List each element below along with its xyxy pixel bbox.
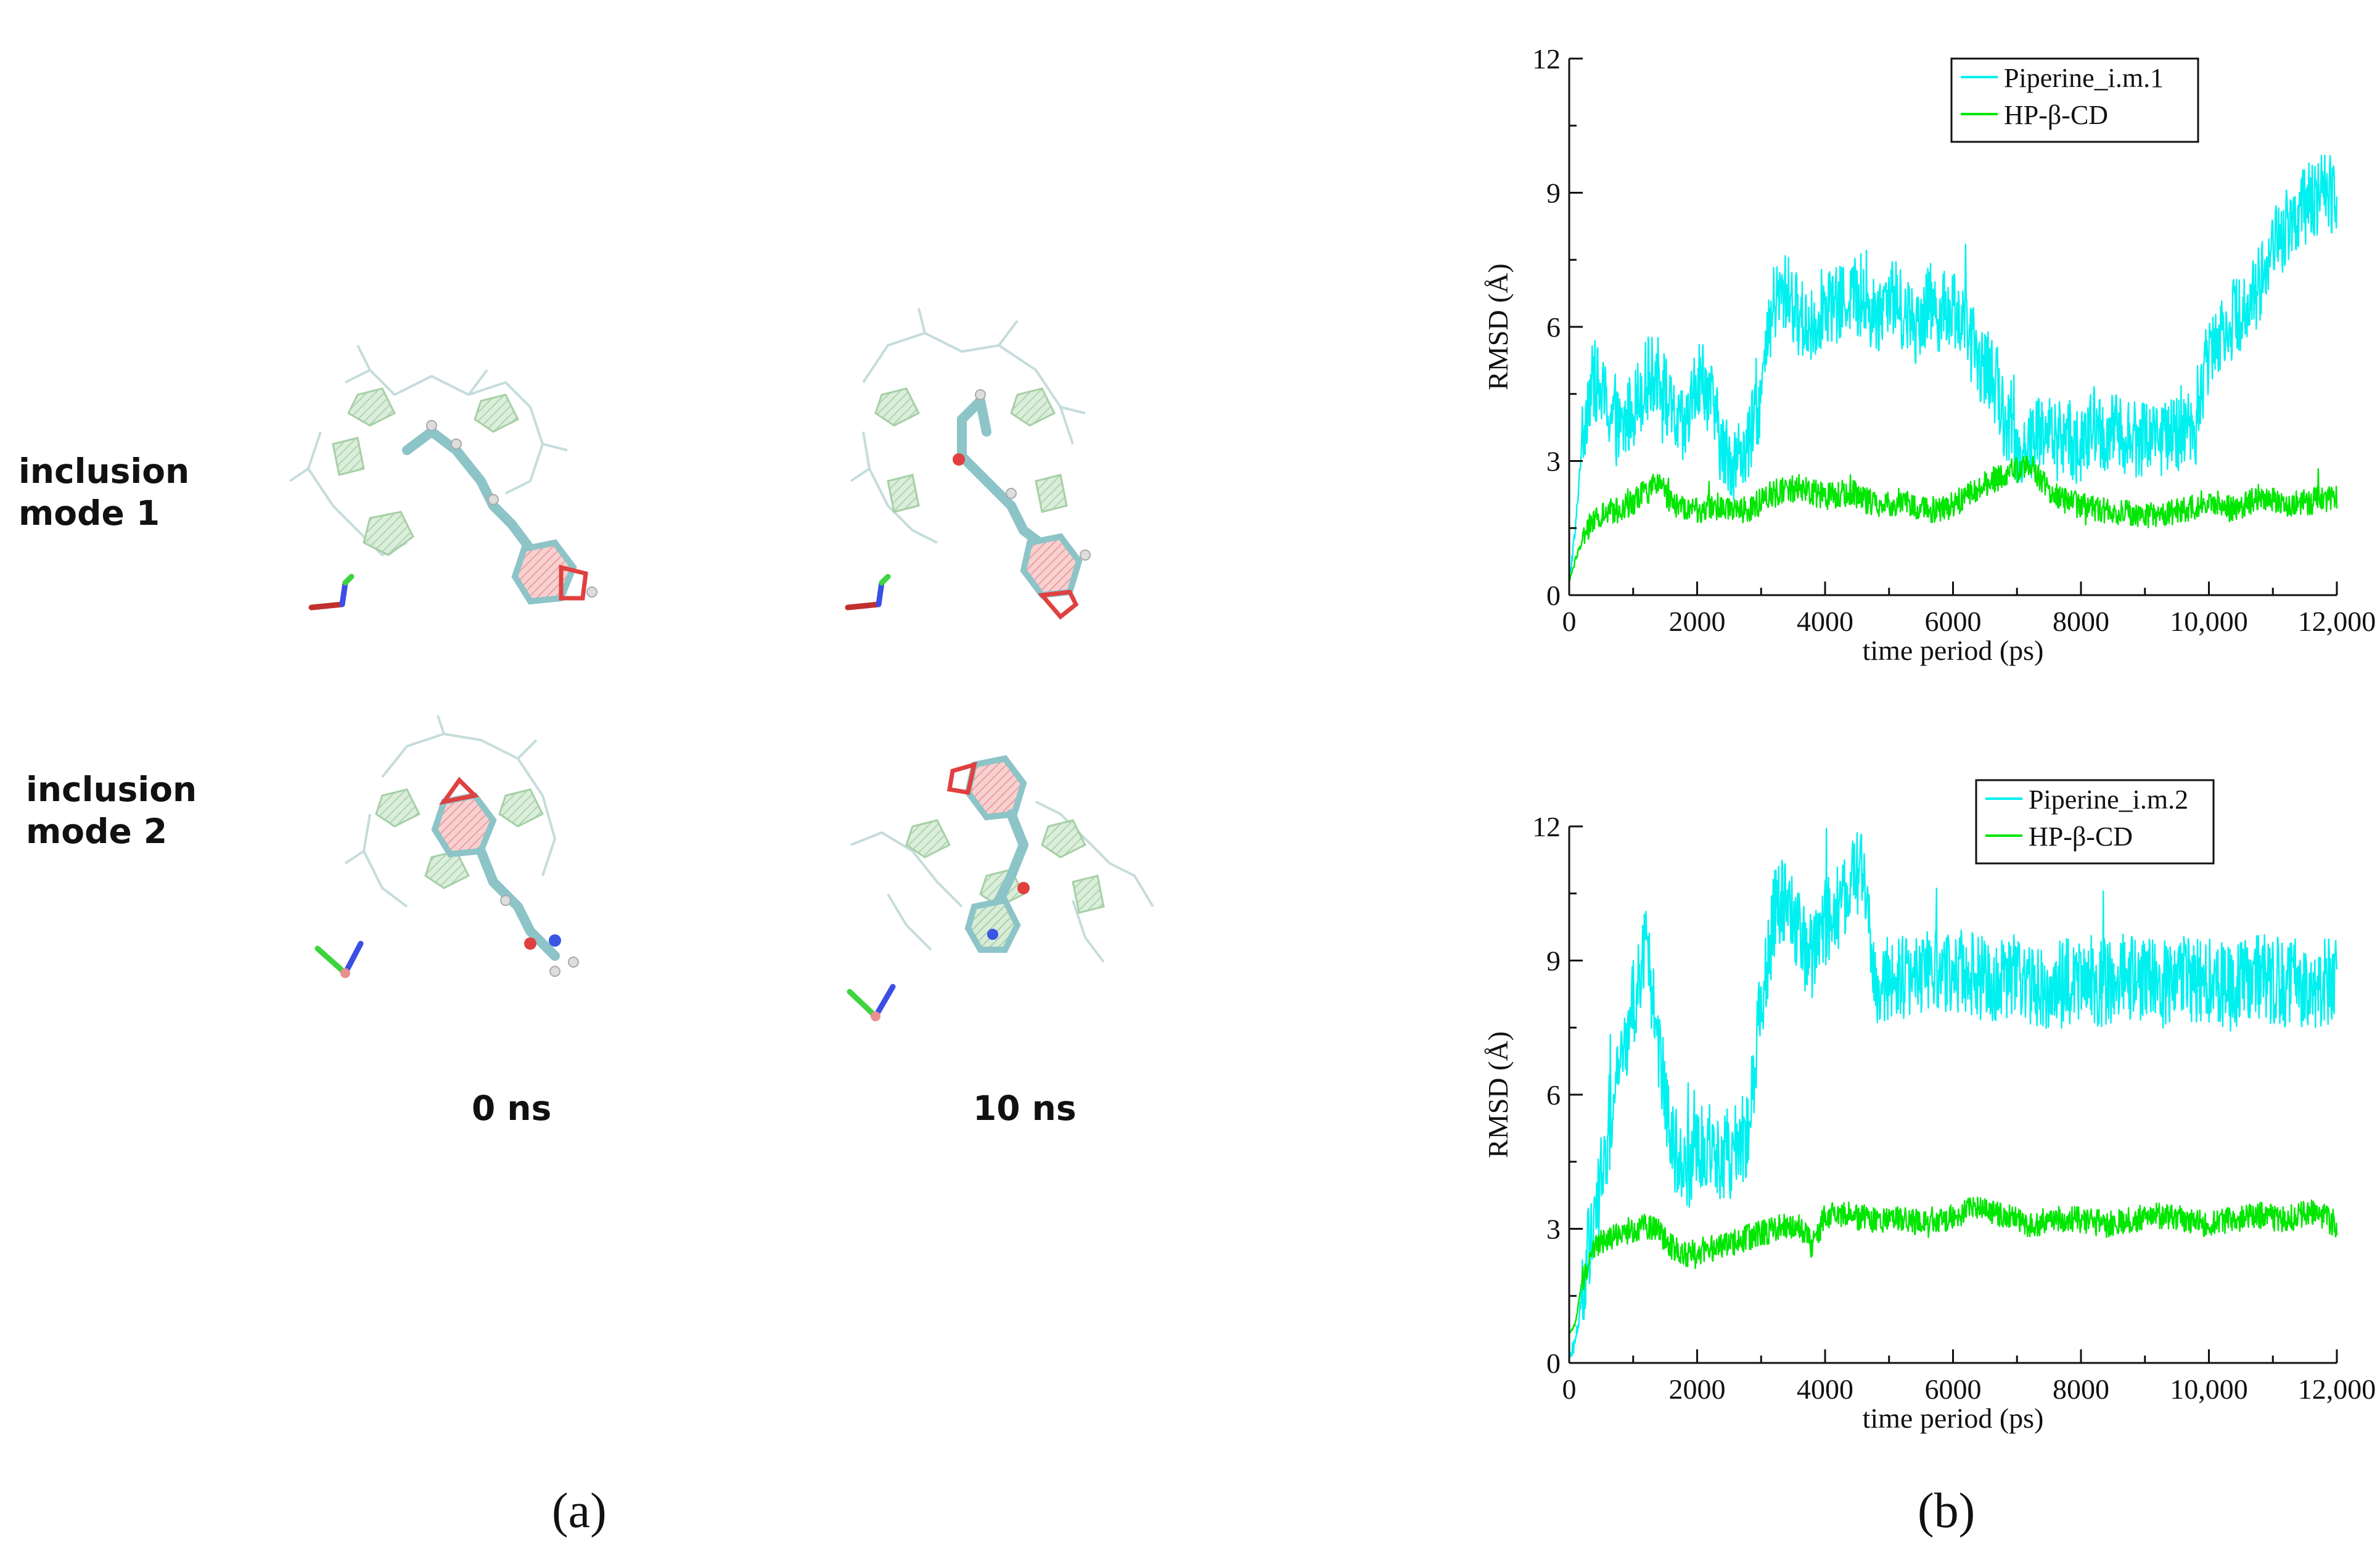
x-tick-label: 4000 — [1797, 606, 1853, 637]
snapshot-mode1-10ns — [850, 308, 1091, 620]
axes-indicator-3 — [314, 940, 364, 978]
x-tick-label: 0 — [1562, 606, 1577, 637]
axes-indicator-4 — [847, 984, 896, 1021]
series-line-HP-β-CD — [1569, 455, 2338, 582]
x-tick-label: 4000 — [1797, 1373, 1853, 1405]
chart-1: 0 2000 4000 6000 8000 10,000 12,000 0 3 6 9 12 time … — [1482, 43, 2376, 666]
y-tick-label: 6 — [1546, 1079, 1561, 1111]
y-tick-label: 12 — [1532, 43, 1561, 75]
snapshot-mode2-10ns — [850, 755, 1154, 963]
series-line-HP-β-CD — [1568, 1196, 2338, 1335]
y-tick-label: 3 — [1546, 1214, 1561, 1245]
x-tick-label: 2000 — [1669, 606, 1726, 637]
legend-label: HP-β-CD — [2029, 821, 2133, 852]
series-line-Piperine_i.m.2 — [1568, 828, 2338, 1359]
y-tick-label: 6 — [1546, 311, 1561, 343]
x-tick-label: 2000 — [1669, 1373, 1726, 1405]
x-tick-label: 6000 — [1925, 606, 1982, 637]
row-label-mode2-line2: mode 2 — [26, 812, 168, 851]
y-tick-label: 3 — [1546, 446, 1561, 477]
y-tick-label: 12 — [1532, 811, 1561, 842]
time-label-0ns: 0 ns — [472, 1089, 552, 1128]
x-axis-label: time period (ps) — [1863, 635, 2044, 666]
legend-label: HP-β-CD — [2004, 100, 2108, 130]
snapshot-mode1-0ns — [289, 345, 597, 605]
snapshot-mode2-0ns — [344, 715, 579, 977]
x-tick-label: 12,000 — [2298, 1373, 2376, 1405]
y-axis-label: RMSD (Å) — [1482, 263, 1514, 390]
legend-box — [1975, 779, 2215, 865]
row-label-mode1: inclusion mode 1 — [18, 450, 189, 534]
series-line-Piperine_i.m.1 — [1568, 154, 2338, 578]
panel-a-caption: (a) — [552, 1484, 607, 1538]
row-label-mode2: inclusion mode 2 — [26, 768, 197, 852]
legend-label: Piperine_i.m.2 — [2029, 784, 2188, 815]
y-tick-label: 9 — [1546, 178, 1561, 209]
axes-indicator-2 — [845, 574, 891, 611]
row-label-mode1-line1: inclusion — [18, 451, 190, 491]
panel-b-caption: (b) — [1918, 1484, 1976, 1538]
x-tick-label: 0 — [1562, 1373, 1577, 1405]
x-tick-label: 8000 — [2053, 1373, 2109, 1405]
x-tick-label: 8000 — [2053, 606, 2109, 637]
y-tick-label: 9 — [1546, 945, 1561, 977]
x-tick-label: 10,000 — [2170, 1373, 2248, 1405]
legend: Piperine_i.m.1 HP-β-CD — [1950, 57, 2199, 143]
y-tick-label: 0 — [1546, 580, 1561, 611]
legend: Piperine_i.m.2 HP-β-CD — [1975, 779, 2215, 865]
y-axis-label: RMSD (Å) — [1482, 1031, 1514, 1158]
time-label-10ns: 10 ns — [973, 1089, 1077, 1128]
axes-indicator-1 — [308, 574, 355, 611]
x-tick-label: 6000 — [1925, 1373, 1982, 1405]
molecular-snapshots — [289, 308, 1154, 1021]
row-label-mode1-line2: mode 1 — [18, 493, 160, 533]
x-tick-label: 10,000 — [2170, 606, 2248, 637]
y-tick-label: 0 — [1546, 1348, 1561, 1379]
x-axis-label: time period (ps) — [1863, 1402, 2044, 1434]
x-tick-label: 12,000 — [2298, 606, 2376, 637]
row-label-mode2-line1: inclusion — [26, 770, 197, 809]
chart-2: 0 2000 4000 6000 8000 10,000 12,000 0 3 6 9 12 time … — [1482, 779, 2376, 1434]
legend-box — [1950, 57, 2199, 143]
legend-label: Piperine_i.m.1 — [2004, 63, 2164, 93]
